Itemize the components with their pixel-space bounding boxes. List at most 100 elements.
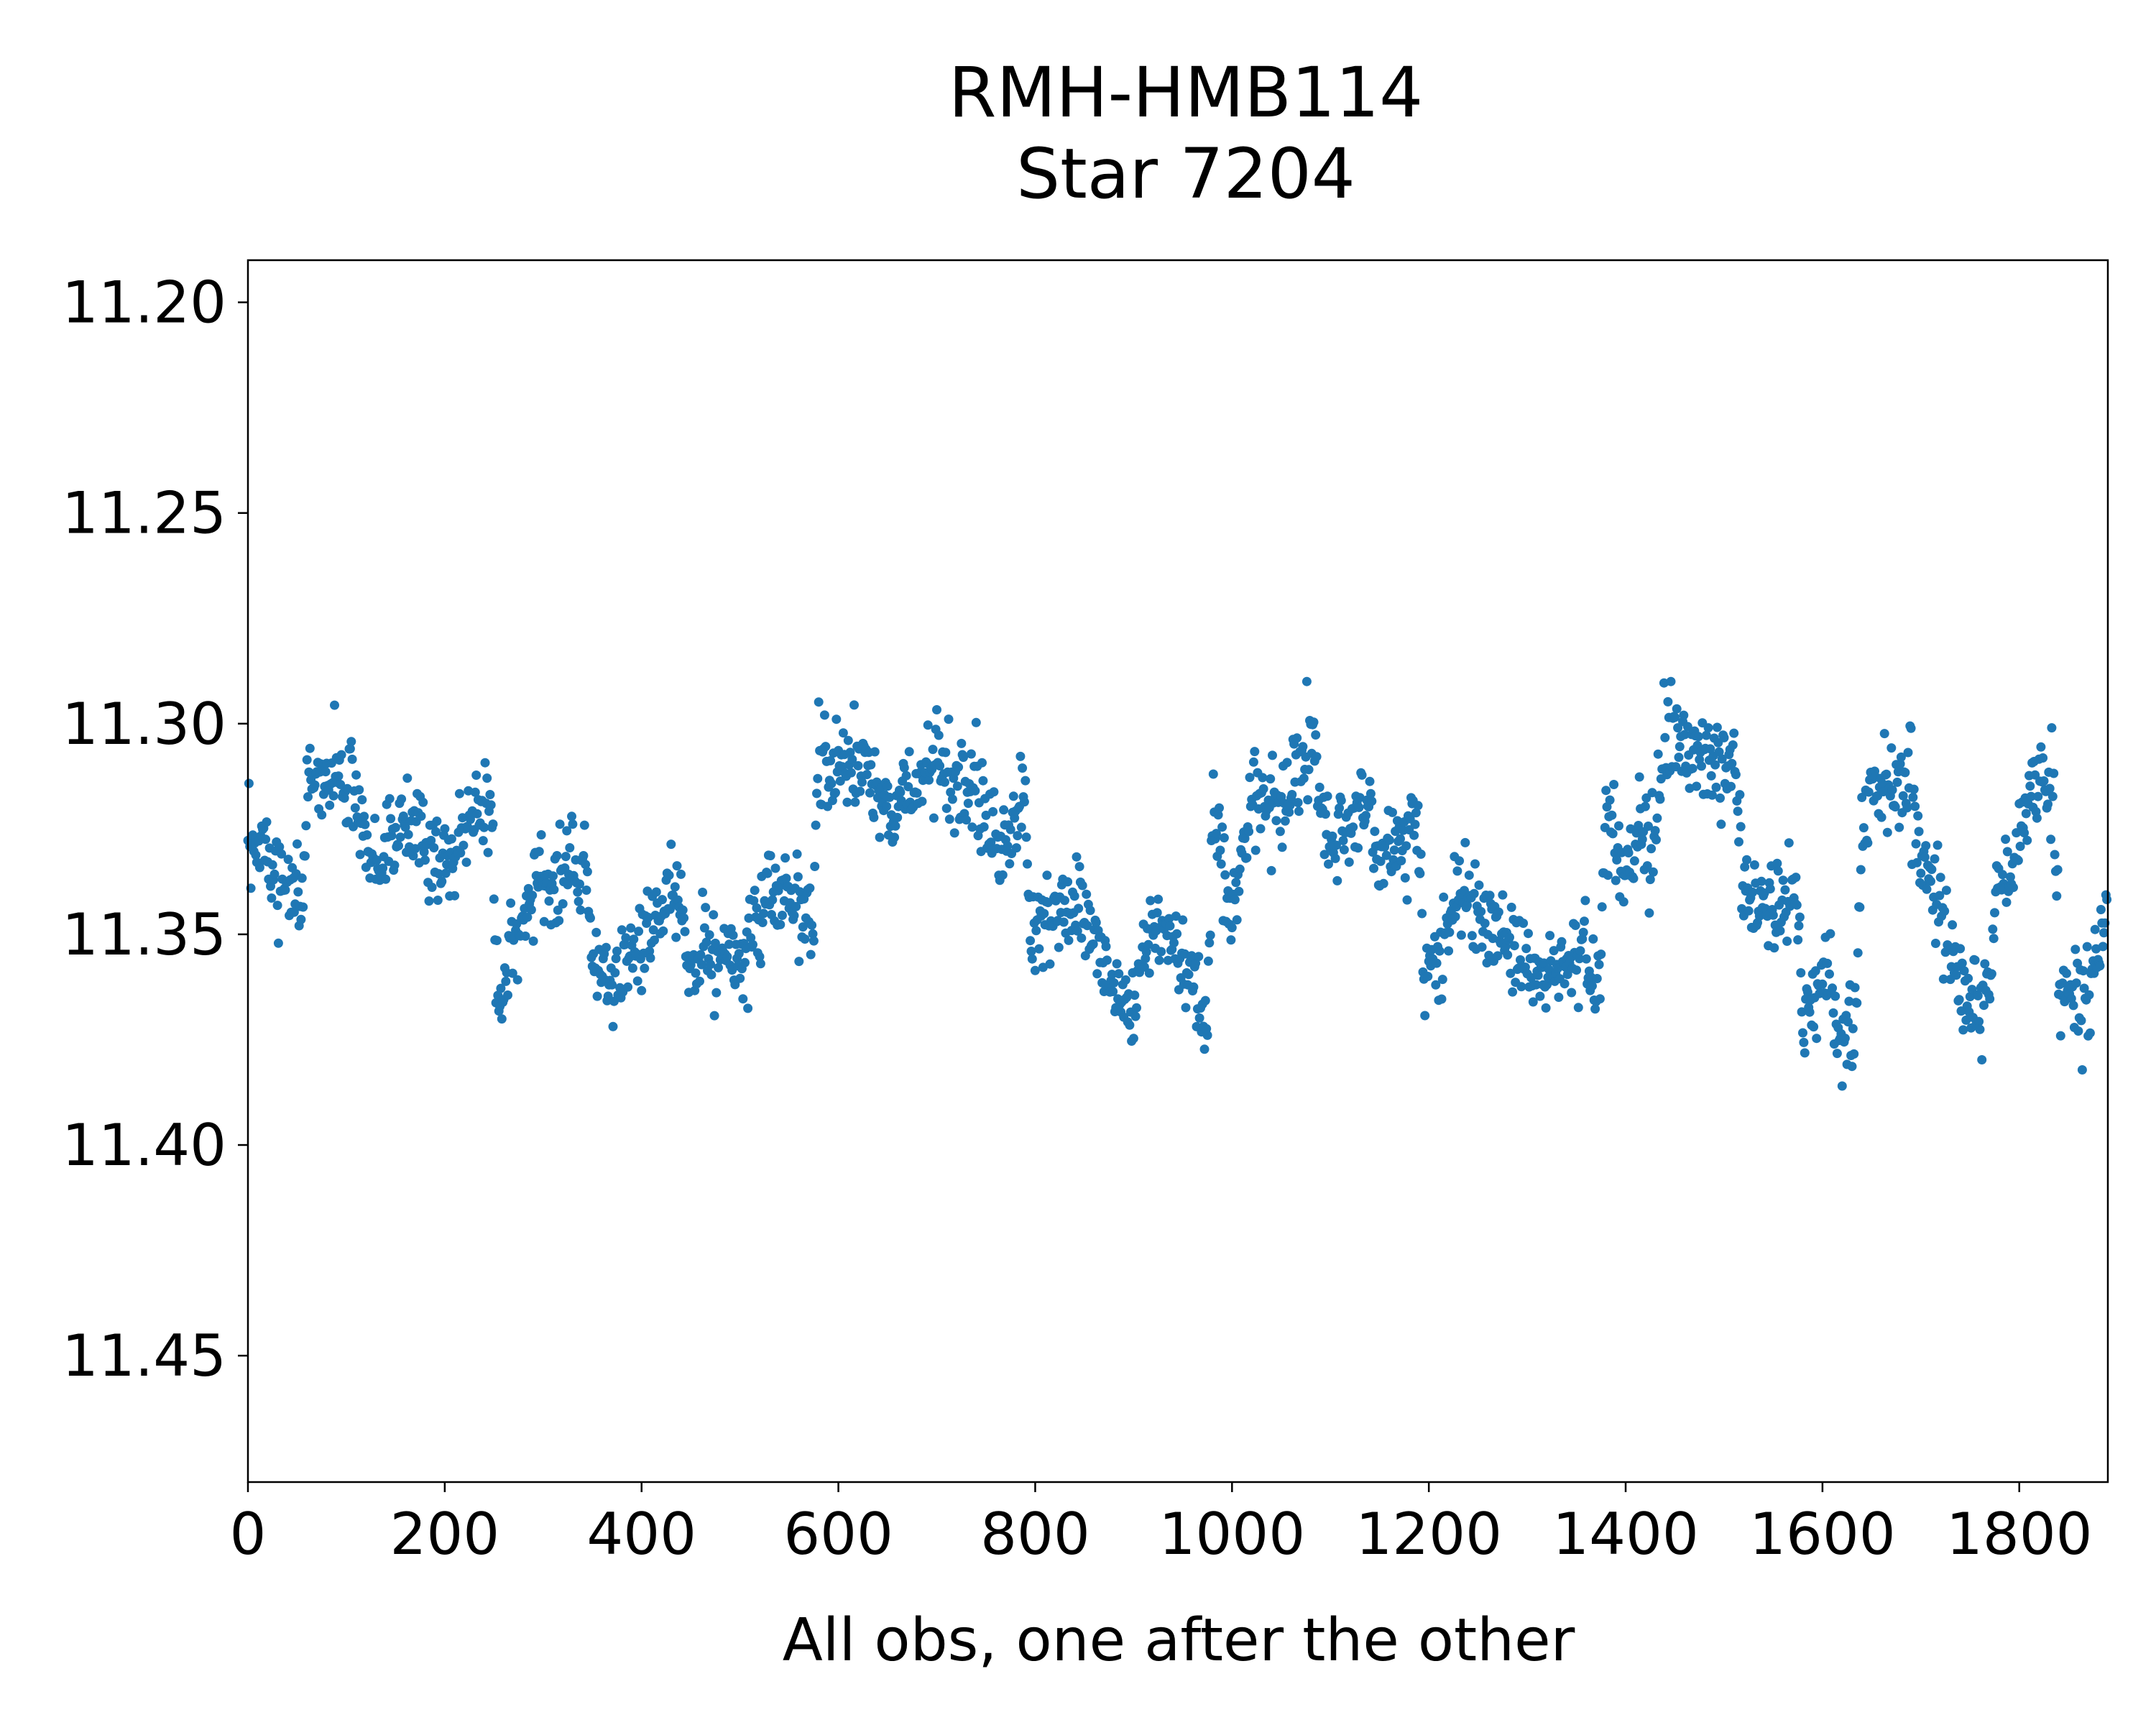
data-point bbox=[671, 932, 681, 942]
data-point bbox=[1572, 965, 1582, 975]
data-point bbox=[752, 903, 762, 913]
x-tick-label: 400 bbox=[586, 1501, 696, 1568]
data-point bbox=[2039, 776, 2049, 786]
data-point bbox=[1727, 758, 1737, 768]
x-tick-label: 1400 bbox=[1552, 1501, 1699, 1568]
data-point bbox=[1474, 880, 1484, 890]
data-point bbox=[1181, 1003, 1191, 1013]
data-point bbox=[842, 797, 852, 807]
data-point bbox=[1828, 1008, 1838, 1018]
data-point bbox=[1125, 1020, 1135, 1030]
data-point bbox=[555, 819, 565, 829]
x-tick-label: 0 bbox=[230, 1501, 267, 1568]
data-point bbox=[1778, 875, 1788, 886]
data-point bbox=[1855, 902, 1865, 912]
data-point bbox=[1187, 951, 1197, 961]
data-point bbox=[1592, 974, 1602, 983]
data-point bbox=[1400, 873, 1410, 883]
data-point bbox=[893, 812, 903, 822]
data-point bbox=[2099, 928, 2109, 938]
data-point bbox=[528, 891, 538, 901]
data-point bbox=[1450, 911, 1460, 921]
data-point bbox=[1378, 878, 1388, 888]
data-point bbox=[1114, 969, 1124, 979]
data-point bbox=[988, 806, 998, 816]
data-point bbox=[1027, 954, 1037, 964]
data-point bbox=[882, 801, 892, 811]
data-point bbox=[1805, 1007, 1815, 1017]
data-point bbox=[810, 862, 820, 871]
data-point bbox=[971, 717, 981, 727]
data-point bbox=[492, 936, 502, 945]
data-point bbox=[381, 874, 391, 884]
data-point bbox=[522, 912, 533, 922]
data-point bbox=[581, 860, 591, 870]
data-point bbox=[757, 918, 768, 927]
data-point bbox=[821, 742, 831, 752]
data-point bbox=[1319, 850, 1330, 860]
data-point bbox=[2047, 791, 2058, 801]
data-point bbox=[1234, 886, 1244, 896]
data-point bbox=[1008, 791, 1018, 801]
data-point bbox=[1914, 827, 1924, 837]
data-point bbox=[2033, 791, 2043, 801]
data-point bbox=[351, 770, 361, 780]
data-point bbox=[750, 886, 760, 896]
data-point bbox=[1655, 794, 1665, 804]
data-point bbox=[999, 805, 1009, 815]
data-point bbox=[1060, 896, 1069, 906]
data-point bbox=[471, 770, 482, 780]
data-point bbox=[592, 991, 602, 1001]
data-point bbox=[1506, 968, 1516, 978]
data-point bbox=[2084, 990, 2094, 1000]
data-point bbox=[478, 836, 488, 846]
data-point bbox=[2002, 847, 2012, 857]
data-point bbox=[1640, 801, 1650, 811]
data-point bbox=[728, 930, 738, 940]
data-point bbox=[1444, 946, 1454, 956]
data-point bbox=[1794, 921, 1804, 931]
data-point bbox=[1327, 831, 1337, 841]
data-point bbox=[1415, 868, 1425, 878]
data-point bbox=[552, 851, 562, 860]
data-point bbox=[561, 852, 571, 862]
data-point bbox=[1219, 833, 1229, 843]
data-point bbox=[370, 814, 380, 824]
data-point bbox=[650, 935, 659, 945]
data-point bbox=[303, 792, 313, 802]
data-point bbox=[321, 767, 331, 777]
data-point bbox=[1693, 732, 1703, 742]
data-point bbox=[579, 820, 589, 830]
data-point bbox=[1607, 810, 1617, 820]
data-point bbox=[1608, 829, 1618, 839]
data-point bbox=[963, 799, 973, 809]
data-point bbox=[302, 755, 312, 765]
data-point bbox=[1338, 836, 1348, 845]
data-point bbox=[1314, 782, 1325, 792]
data-point bbox=[1692, 781, 1702, 791]
data-point bbox=[427, 883, 437, 892]
data-point bbox=[1171, 911, 1181, 921]
data-point bbox=[673, 895, 683, 905]
data-point bbox=[1271, 816, 1281, 826]
data-point bbox=[1476, 906, 1486, 916]
data-point bbox=[1853, 948, 1863, 958]
data-point bbox=[843, 735, 853, 745]
data-point bbox=[1389, 845, 1399, 855]
data-point bbox=[1230, 895, 1240, 905]
data-point bbox=[1284, 807, 1294, 817]
data-point bbox=[507, 968, 517, 978]
data-point bbox=[1143, 939, 1153, 949]
data-point bbox=[611, 954, 621, 964]
data-point bbox=[805, 883, 815, 893]
data-point bbox=[2082, 942, 2092, 952]
data-point bbox=[853, 760, 863, 770]
data-point bbox=[1266, 865, 1276, 875]
data-point bbox=[2085, 1028, 2095, 1038]
data-point bbox=[1749, 860, 1759, 870]
data-point bbox=[1858, 823, 1869, 833]
data-point bbox=[698, 888, 708, 897]
data-point bbox=[1361, 811, 1370, 821]
data-point bbox=[347, 754, 357, 764]
data-point bbox=[1348, 822, 1358, 832]
